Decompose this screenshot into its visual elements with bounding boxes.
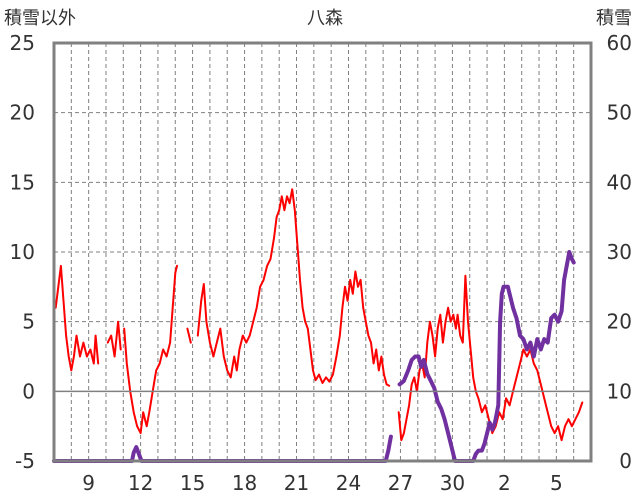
- series-lines: [52, 188, 584, 463]
- x-tick-label: 27: [388, 471, 413, 495]
- left-tick-label: 5: [22, 310, 35, 334]
- left-tick-label: 10: [10, 240, 35, 264]
- x-tick-label: 12: [128, 471, 153, 495]
- x-tick-label: 30: [440, 471, 465, 495]
- x-tick-label: 5: [550, 471, 563, 495]
- left-tick-label: 25: [10, 31, 35, 55]
- gridlines: [54, 43, 591, 461]
- temperature-line-4: [196, 188, 391, 387]
- chart-title: 八森: [307, 8, 343, 29]
- x-tick-label: 24: [336, 471, 361, 495]
- right-tick-label: 40: [607, 170, 632, 194]
- x-tick-label: 21: [284, 471, 309, 495]
- temperature-line-2: [123, 264, 178, 435]
- left-tick-label: -5: [15, 449, 35, 473]
- right-tick-label: 60: [607, 31, 632, 55]
- x-tick-label: 9: [82, 471, 95, 495]
- temperature-line-0: [53, 264, 100, 372]
- temperature-line-3: [186, 327, 192, 344]
- left-tick-label: 0: [22, 379, 35, 403]
- x-tick-label: 2: [498, 471, 511, 495]
- right-tick-label: 20: [607, 310, 632, 334]
- x-tick-label: 15: [180, 471, 205, 495]
- temperature-line-1: [106, 320, 122, 358]
- temperature-line-5: [397, 274, 584, 442]
- left-tick-label: 15: [10, 170, 35, 194]
- right-tick-label: 30: [607, 240, 632, 264]
- left-axis-label: 積雪以外: [4, 8, 76, 29]
- left-tick-label: 20: [10, 101, 35, 125]
- plot-frame: [52, 41, 593, 463]
- right-tick-label: 50: [607, 101, 632, 125]
- snow-depth-line-0: [52, 434, 393, 463]
- right-tick-label: 10: [607, 379, 632, 403]
- snow-depth-line-1: [397, 250, 576, 463]
- right-tick-label: 0: [619, 449, 632, 473]
- x-tick-label: 18: [232, 471, 257, 495]
- right-axis-label: 積雪: [596, 8, 632, 29]
